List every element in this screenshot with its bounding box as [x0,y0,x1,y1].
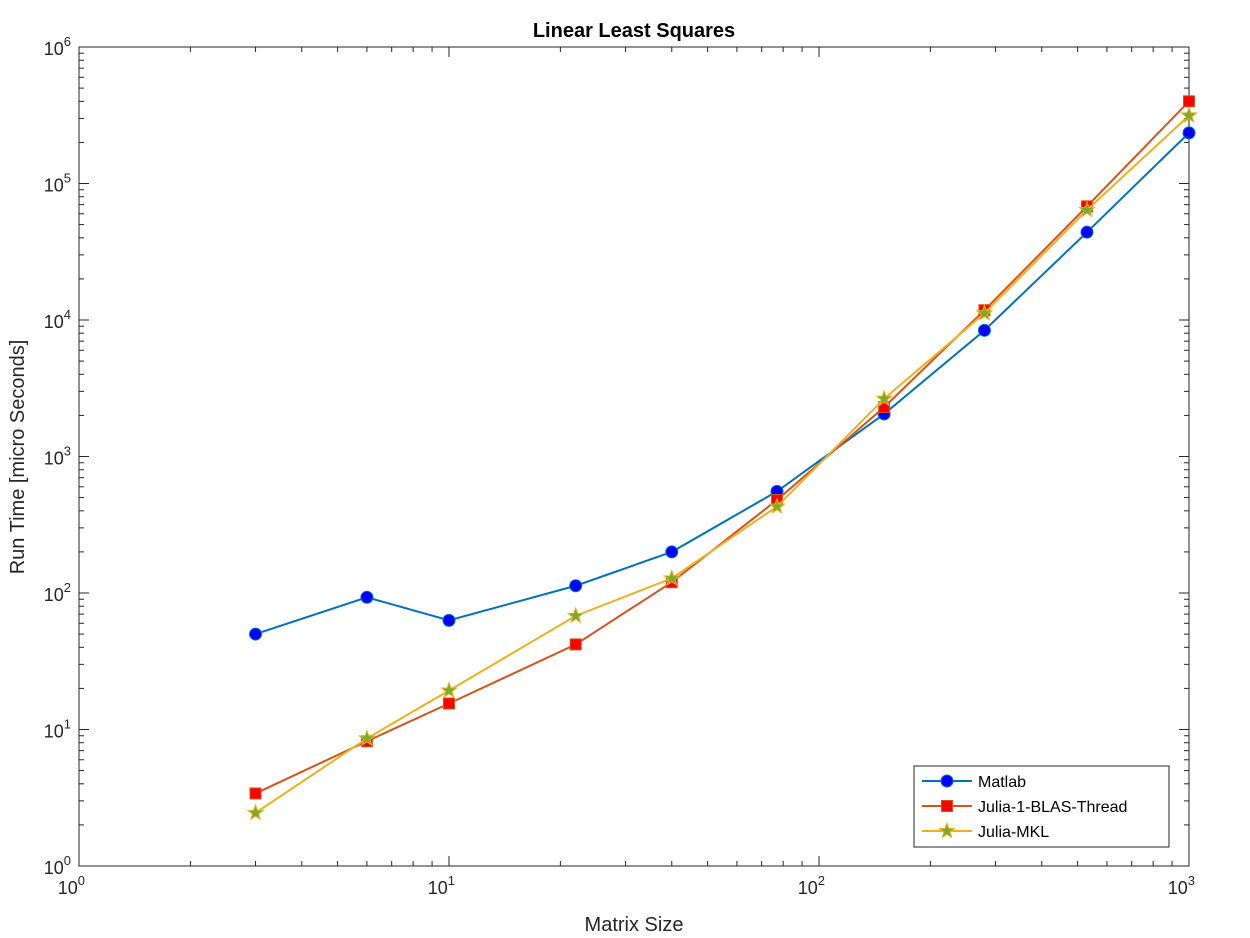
x-tick-label: 100 [58,873,85,898]
marker-matlab [569,579,583,593]
legend-label: Julia-1-BLAS-Thread [978,799,1127,816]
y-tick-base: 10 [44,449,64,469]
x-tick-exponent: 3 [1188,873,1195,888]
x-tick-exponent: 2 [818,873,825,888]
x-tick-base: 10 [428,878,448,898]
legend-item-matlab: Matlab [922,774,1026,791]
marker-julia-mkl [246,803,265,821]
x-tick-label: 101 [428,873,455,898]
y-tick-label: 102 [44,580,71,605]
legend-label: Julia-MKL [978,824,1049,841]
x-tick-base: 10 [58,878,78,898]
y-tick-exponent: 1 [64,717,71,732]
marker-matlab [1080,225,1094,239]
marker-matlab [1182,126,1196,140]
series-line-julia-mkl [254,114,1190,814]
marker-julia-1-blas-thread [443,697,455,710]
y-tick-exponent: 5 [64,171,71,186]
series-julia-mkl [246,106,1199,821]
y-tick-label: 106 [44,34,71,59]
series-line-julia-1-blas-thread [255,100,1190,795]
marker-matlab [249,627,263,641]
y-tick-base: 10 [44,312,64,332]
marker-julia-mkl [357,728,376,747]
marker-julia-mkl [662,568,681,587]
marker-julia-mkl [439,681,459,699]
marker-legend-julia-1-blas-thread [941,800,953,812]
y-tick-exponent: 6 [64,34,71,49]
legend-item-julia-mkl: Julia-MKL [922,821,1049,841]
marker-matlab [977,323,991,337]
y-tick-base: 10 [44,39,64,59]
marker-legend-matlab [940,774,954,788]
marker-julia-1-blas-thread [249,787,262,800]
marker-matlab [442,613,456,627]
y-tick-label: 100 [44,853,71,878]
y-tick-label: 104 [44,307,71,332]
y-axis-label: Run Time [micro Seconds] [7,340,29,575]
series-matlab [249,126,1196,641]
y-tick-base: 10 [44,176,64,196]
marker-matlab [665,545,679,559]
plot-area [78,46,1190,867]
marker-legend-julia-mkl [937,821,957,839]
x-tick-label: 102 [798,873,825,898]
marker-julia-mkl [975,303,994,321]
y-tick-base: 10 [44,722,64,742]
y-tick-label: 103 [44,444,71,469]
marker-julia-mkl [875,389,894,407]
chart-title: Linear Least Squares [533,20,735,42]
y-tick-exponent: 4 [64,307,71,322]
y-tick-exponent: 2 [64,580,71,595]
marker-julia-mkl [767,497,787,515]
x-tick-exponent: 1 [448,873,455,888]
marker-matlab [360,590,374,604]
y-tick-base: 10 [44,585,64,605]
y-tick-label: 101 [44,717,71,742]
y-tick-base: 10 [44,858,64,878]
x-tick-label: 103 [1168,873,1195,898]
x-tick-base: 10 [1168,878,1188,898]
y-tick-exponent: 3 [64,444,71,459]
x-tick-exponent: 0 [78,873,85,888]
y-tick-label: 105 [44,171,71,196]
x-tick-base: 10 [798,878,818,898]
legend-label: Matlab [978,774,1026,791]
legend-item-julia-1-blas-thread: Julia-1-BLAS-Thread [922,799,1127,816]
marker-julia-1-blas-thread [569,638,582,651]
x-axis-label: Matrix Size [585,914,684,936]
y-tick-exponent: 0 [64,853,71,868]
marker-julia-mkl [566,606,585,624]
marker-julia-1-blas-thread [1183,95,1195,108]
marker-julia-mkl [1179,106,1199,124]
series-line-matlab [255,132,1190,636]
series-layer [246,95,1199,821]
legend: Matlab Julia-1-BLAS-Thread Julia-MKL [913,765,1170,848]
marker-julia-mkl [1077,200,1096,218]
